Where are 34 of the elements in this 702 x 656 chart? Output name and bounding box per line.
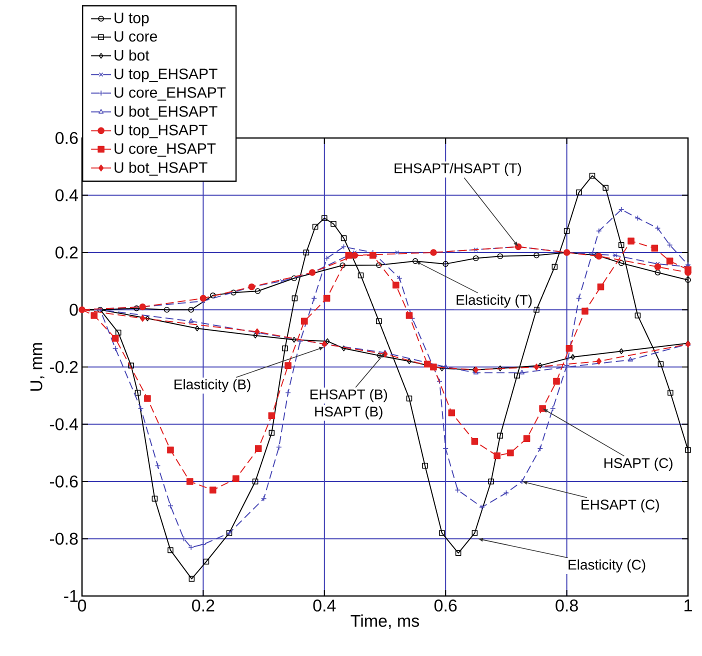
annotation: EHSAPT (B): [310, 389, 388, 402]
legend-label: U core: [114, 31, 158, 42]
y-tick-label: -1: [64, 590, 78, 602]
x-tick-label: 0: [78, 600, 86, 612]
annotation: HSAPT (C): [604, 458, 672, 471]
x-axis-title: Time, ms: [350, 614, 420, 629]
annotation: HSAPT (B): [315, 406, 382, 420]
annotation: EHSAPT/HSAPT (T): [394, 162, 522, 176]
legend-label: U core_HSAPT: [114, 143, 216, 157]
annotation: EHSAPT (C): [582, 499, 659, 512]
x-tick-label: 1: [684, 600, 692, 612]
y-tick-label: 0.4: [56, 189, 78, 202]
annotation: Elasticity (T): [456, 294, 532, 308]
y-tick-label: -0.4: [50, 418, 78, 430]
x-tick-label: 0.4: [313, 600, 336, 612]
legend-label: U top: [114, 12, 149, 26]
legend-label: U bot_EHSAPT: [114, 106, 218, 120]
y-tick-label: 0: [70, 304, 78, 316]
y-tick-label: 0.6: [56, 132, 78, 144]
x-tick-label: 0.8: [556, 600, 578, 612]
y-tick-label: 0.2: [56, 246, 78, 259]
y-tick-label: -0.6: [50, 475, 78, 488]
legend-label: U top_HSAPT: [114, 124, 208, 138]
x-tick-label: 0.6: [434, 600, 457, 612]
y-tick-label: -0.2: [50, 360, 78, 374]
legend-label: U bot: [114, 50, 150, 61]
annotation: Elasticity (C): [568, 559, 646, 572]
y-axis-title: U, mm: [30, 343, 44, 391]
legend-label: U top_EHSAPT: [114, 68, 218, 82]
y-tick-label: -0.8: [50, 532, 78, 545]
legend-label: U core_EHSAPT: [114, 87, 226, 101]
x-tick-label: 0.2: [192, 600, 214, 612]
legend-label: U bot_HSAPT: [114, 162, 208, 176]
annotation: Elasticity (B): [174, 379, 250, 392]
